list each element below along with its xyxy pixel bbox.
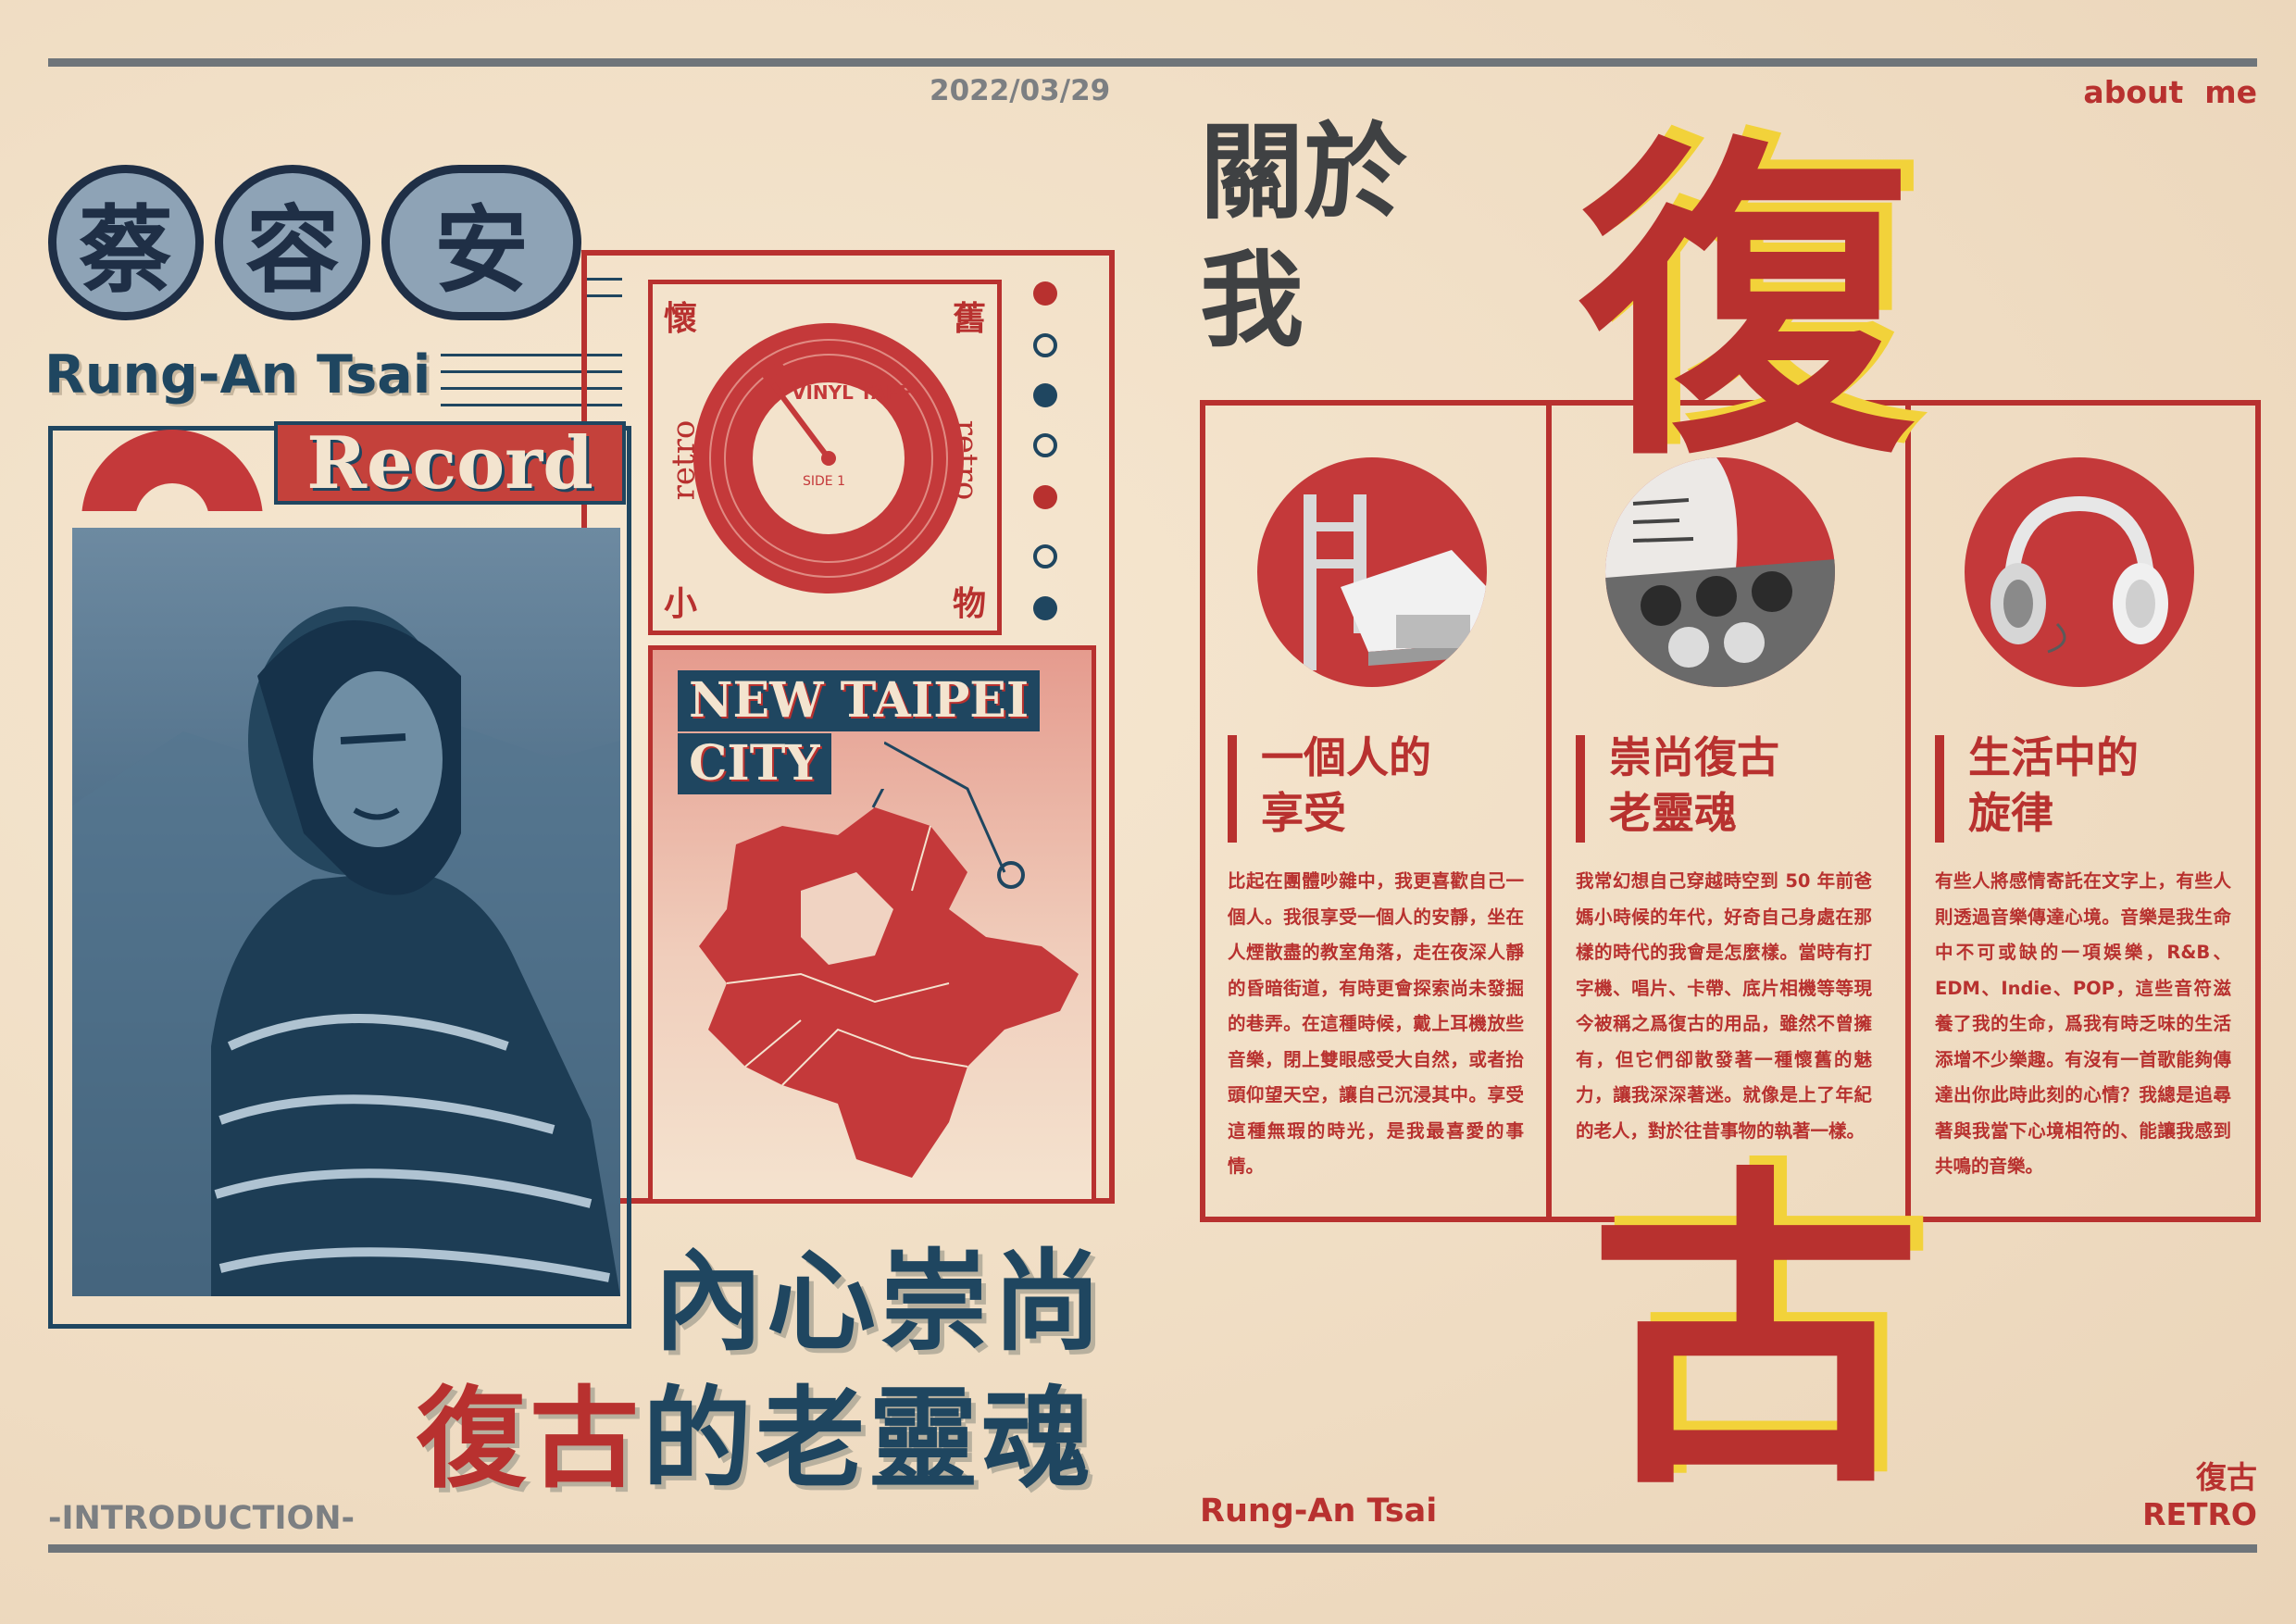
name-roman: Rung-An Tsai	[44, 344, 431, 406]
corner-char: 舊	[952, 299, 986, 338]
dot-filled-navy	[1033, 383, 1057, 407]
new-taipei-map-icon	[699, 789, 1079, 1178]
headline-line1: 內心崇尚	[654, 1238, 1106, 1366]
desk-chair-icon	[1257, 457, 1487, 687]
name-line	[585, 278, 622, 281]
cards-frame	[1200, 400, 2261, 1222]
dot-filled-red	[1033, 281, 1057, 306]
vinyl-label-text: VINYL TAPE	[792, 381, 912, 404]
footer-retro-cjk: 復古	[2196, 1459, 2257, 1495]
dot-filled-red	[1033, 485, 1057, 509]
card-title: 生活中的 旋律	[1968, 730, 2237, 841]
name-circle-2: 容	[215, 165, 370, 320]
huge-char-fu: 復	[1579, 111, 1913, 499]
section-label: about me	[2083, 74, 2257, 110]
name-line	[585, 294, 622, 297]
corner-char: 懷	[664, 299, 698, 338]
vinyl-record-icon	[693, 323, 964, 593]
headline-line2: 復古的老靈魂	[417, 1350, 1094, 1508]
card-title: 崇尚復古 老靈魂	[1609, 730, 1878, 841]
introduction-label: -INTRODUCTION-	[48, 1500, 356, 1537]
portrait-photo	[72, 528, 620, 1296]
card-melody: 生活中的 旋律 有些人將感情寄託在文字上，有些人則透過音樂傳達心境。音樂是我生命…	[1913, 406, 2253, 1217]
card-divider	[1546, 400, 1552, 1222]
card-accent-bar	[1228, 735, 1237, 843]
dot-hollow	[1033, 544, 1057, 568]
card-accent-bar	[1935, 735, 1944, 843]
card-body: 比起在團體吵雜中，我更喜歡自己一個人。我很享受一個人的安靜，坐在人煙散盡的教室角…	[1228, 870, 1524, 1177]
mini-vinyl-icon	[76, 428, 268, 511]
card-body: 有些人將感情寄託在文字上，有些人則透過音樂傳達心境。音樂是我生命中不可或缺的一項…	[1935, 870, 2231, 1177]
card-title-line2: 老靈魂	[1609, 788, 1737, 838]
footer-name: Rung-An Tsai	[1200, 1493, 1438, 1530]
corner-char: 物	[952, 584, 986, 623]
about-line1: 關於	[1200, 113, 1407, 233]
top-rule	[48, 58, 2257, 67]
map-pointer-line	[884, 741, 1006, 873]
about-heading: 關於 我	[1200, 109, 1407, 365]
vinyl-side-text: SIDE 1	[803, 474, 845, 489]
name-circle-1: 蔡	[48, 165, 204, 320]
card-title-line2: 旋律	[1968, 788, 2053, 838]
card-divider	[1905, 400, 1911, 1222]
footer-retro: 復古 RETRO	[2142, 1459, 2257, 1533]
name-line	[441, 370, 622, 373]
card-title-line1: 一個人的	[1261, 732, 1431, 782]
name-line	[441, 404, 622, 406]
headline-navy: 的老靈魂	[643, 1375, 1095, 1503]
card-retro-soul: 崇尚復古 老靈魂 我常幻想自己穿越時空到 50 年前爸媽小時候的年代，好奇自己身…	[1554, 406, 1894, 1217]
card-body: 我常幻想自己穿越時空到 50 年前爸媽小時候的年代，好奇自己身處在那樣的時代的我…	[1576, 870, 1872, 1142]
card-accent-bar	[1576, 735, 1585, 843]
vinyl-box: 懷 舊 小 物 retro retro VINYL TAPE SIDE 1	[648, 280, 1002, 635]
card-title-line2: 享受	[1261, 788, 1346, 838]
about-line2: 我	[1200, 241, 1304, 361]
dot-hollow	[1033, 333, 1057, 357]
footer-retro-en: RETRO	[2142, 1496, 2257, 1532]
card-title-line1: 崇尚復古	[1609, 732, 1779, 782]
name-circle-3: 安	[381, 165, 581, 320]
huge-char-gu: 古	[1589, 1141, 1922, 1529]
card-title-line1: 生活中的	[1968, 732, 2139, 782]
record-label: Record	[274, 421, 626, 506]
corner-char: 小	[664, 584, 698, 623]
date-label: 2022/03/29	[930, 74, 1111, 107]
card-solitude: 一個人的 享受 比起在團體吵雜中，我更喜歡自己一個人。我很享受一個人的安靜，坐在…	[1205, 406, 1546, 1217]
dot-filled-navy	[1033, 596, 1057, 620]
dot-hollow	[1033, 433, 1057, 457]
city-tag-line1: NEW TAIPEI	[678, 670, 1041, 731]
name-line	[441, 354, 622, 356]
name-line	[441, 387, 622, 390]
headphones-icon	[1965, 457, 2194, 687]
map-pin-icon	[997, 861, 1025, 889]
city-tag-line2: CITY	[678, 733, 831, 794]
headline-red: 復古	[417, 1375, 643, 1503]
bottom-rule	[48, 1544, 2257, 1553]
typewriter-icon	[1605, 457, 1835, 687]
card-title: 一個人的 享受	[1261, 730, 1529, 841]
